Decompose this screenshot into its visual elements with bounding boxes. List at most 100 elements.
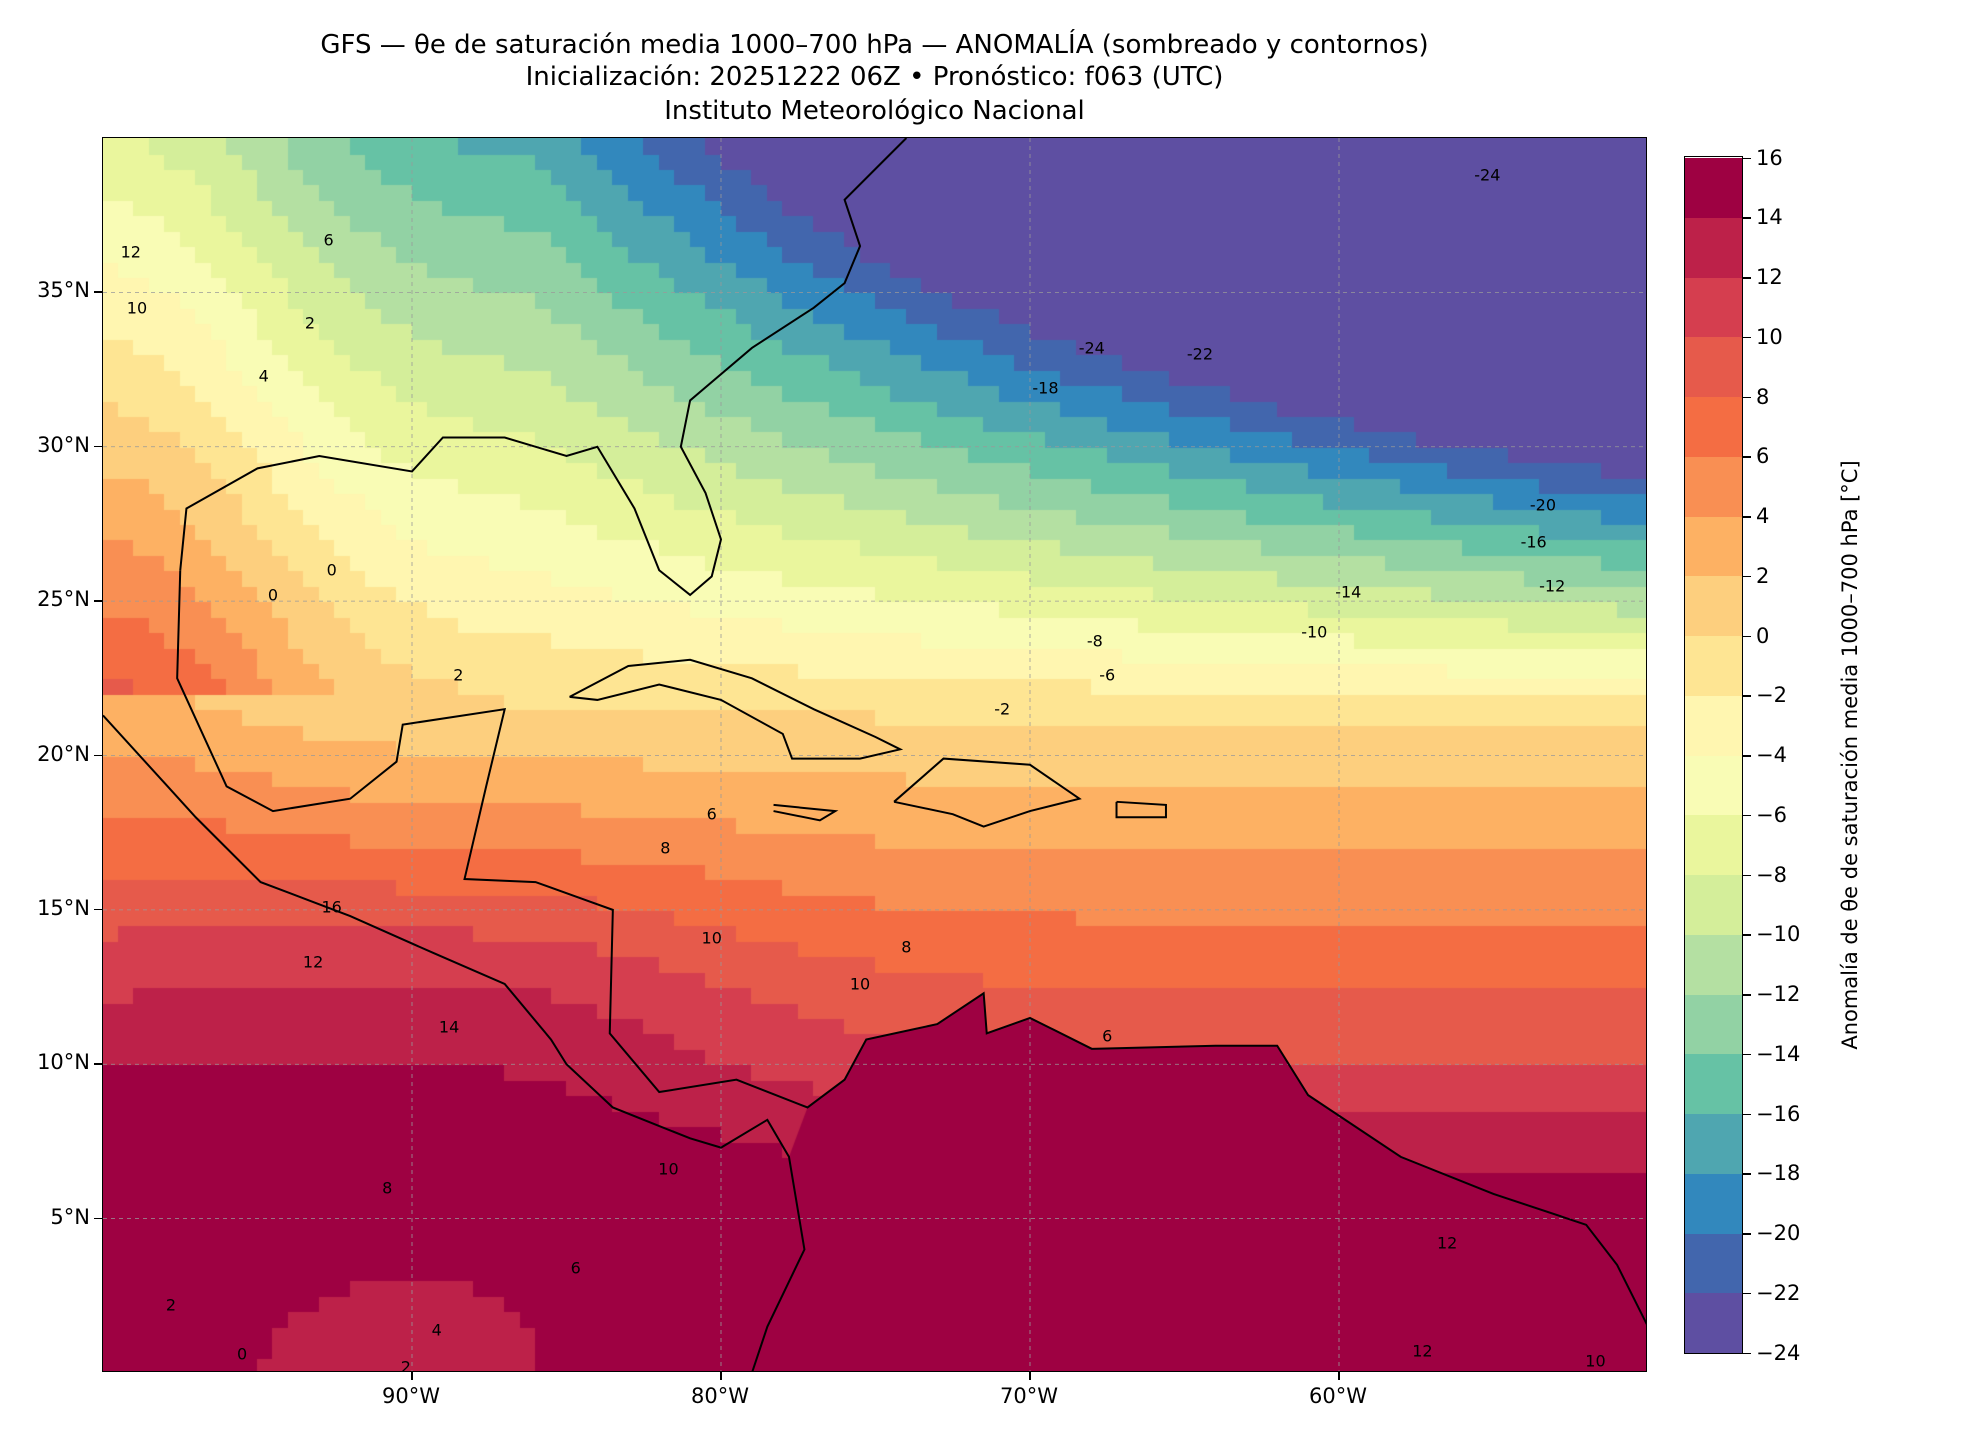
colorbar-segment <box>1685 1113 1742 1174</box>
colorbar-tick-label: −14 <box>1756 1041 1801 1066</box>
colorbar-tick-label: −8 <box>1756 862 1787 887</box>
colorbar-segment <box>1685 755 1742 816</box>
map-overlay <box>103 138 1646 1371</box>
colorbar-segment <box>1685 695 1742 756</box>
contour-label: 10 <box>849 974 871 994</box>
colorbar-tick <box>1743 1053 1751 1056</box>
colorbar-tick-label: −16 <box>1756 1101 1801 1126</box>
colorbar-tick-label: −20 <box>1756 1221 1801 1245</box>
lon-tick <box>1338 1372 1340 1380</box>
colorbar-tick-label: −4 <box>1756 743 1787 767</box>
colorbar-segment <box>1685 874 1742 935</box>
contour-label: 2 <box>400 1357 411 1372</box>
colorbar-tick <box>1743 934 1751 936</box>
lat-tick-label: 30°N <box>37 432 90 457</box>
contour-label: 8 <box>901 937 912 957</box>
colorbar-tick <box>1743 874 1751 876</box>
map-plot-area: -24 -22 -18 -24 -20 -16 -14 -12 -10 -8 -6 -2 0 0 2 6 8 10… <box>102 137 1647 1372</box>
contour-label: -12 <box>1539 576 1566 596</box>
colorbar-segment <box>1685 994 1742 1055</box>
lat-tick-label: 5°N <box>50 1204 90 1229</box>
lon-tick-label: 90°W <box>382 1384 440 1408</box>
colorbar-tick-label: −10 <box>1756 922 1801 947</box>
colorbar-tick-label: 4 <box>1756 504 1770 528</box>
chart-title: GFS — θe de saturación media 1000–700 hP… <box>320 30 1429 60</box>
coastline-cuba <box>569 658 904 760</box>
lat-tick-label: 15°N <box>37 895 90 920</box>
colorbar-tick <box>1743 814 1751 817</box>
colorbar-tick <box>1743 1173 1751 1175</box>
contour-label: 10 <box>701 928 722 948</box>
lat-tick-label: 35°N <box>37 278 90 303</box>
coastline-caribbean-coast <box>176 570 1646 1325</box>
colorbar-tick <box>1743 695 1751 697</box>
lon-tick-label: 80°W <box>691 1384 749 1408</box>
colorbar-tick <box>1743 456 1751 458</box>
contour-label: 6 <box>1102 1026 1113 1046</box>
colorbar-tick-label: 6 <box>1756 444 1770 469</box>
colorbar-segment <box>1685 336 1742 397</box>
contour-label: 10 <box>1585 1351 1606 1371</box>
contour-label: -24 <box>1474 165 1501 185</box>
contour-label: 12 <box>302 952 324 972</box>
lat-tick <box>94 1063 102 1065</box>
contour-label: 12 <box>1436 1233 1458 1253</box>
colorbar-tick-label: −2 <box>1756 683 1787 708</box>
colorbar-tick-label: 2 <box>1756 563 1770 588</box>
contour-label: -22 <box>1186 344 1214 364</box>
coastline-hispaniola <box>893 757 1082 828</box>
colorbar-tick-label: 16 <box>1756 145 1783 170</box>
chart-subtitle-init: Inicialización: 20251222 06Z • Pronóstic… <box>525 62 1224 92</box>
contour-label: 0 <box>267 585 279 605</box>
contour-label: -18 <box>1032 378 1059 398</box>
lat-tick <box>94 445 102 448</box>
colorbar-segment <box>1685 1173 1742 1234</box>
lat-tick <box>94 600 102 602</box>
colorbar-tick-label: −24 <box>1756 1340 1801 1365</box>
lat-tick-label: 25°N <box>37 587 90 612</box>
lat-tick-label: 20°N <box>37 741 90 766</box>
colorbar-tick-label: 0 <box>1756 623 1770 648</box>
colorbar-tick-label: 8 <box>1756 384 1770 409</box>
lat-tick-label: 10°N <box>37 1050 90 1075</box>
coastline-us-coast <box>179 138 908 597</box>
colorbar-tick-label: 10 <box>1756 324 1783 349</box>
colorbar-tick-label: 14 <box>1756 205 1783 230</box>
contour-label: 0 <box>326 560 337 580</box>
lat-tick <box>94 908 102 911</box>
colorbar-tick-label: −18 <box>1756 1161 1801 1186</box>
lon-tick <box>1029 1372 1031 1380</box>
colorbar-tick <box>1743 277 1751 279</box>
contour-label: 4 <box>431 1320 442 1340</box>
colorbar-tick <box>1743 336 1751 339</box>
contour-label: -6 <box>1099 665 1116 685</box>
colorbar-tick <box>1743 575 1751 578</box>
contour-label: 2 <box>453 665 464 685</box>
colorbar-tick <box>1743 157 1751 159</box>
colorbar-segment <box>1685 217 1742 278</box>
contour-label: 6 <box>570 1258 581 1278</box>
lon-tick-label: 70°W <box>1000 1384 1058 1408</box>
colorbar-segment <box>1685 814 1742 875</box>
lat-tick <box>94 291 102 293</box>
contour-label: 2 <box>165 1295 177 1315</box>
colorbar-segment <box>1685 635 1742 696</box>
contour-label: 4 <box>258 366 269 386</box>
colorbar-tick <box>1743 1233 1751 1235</box>
colorbar-tick <box>1743 396 1751 398</box>
colorbar-label: Anomalía de θe de saturación media 1000–… <box>1838 460 1862 1050</box>
lat-tick <box>94 1217 102 1220</box>
coastline-jamaica <box>773 803 839 822</box>
colorbar-segment <box>1685 157 1742 218</box>
colorbar-tick-label: −6 <box>1756 802 1787 827</box>
colorbar-tick <box>1743 755 1751 757</box>
contour-label: -10 <box>1301 622 1328 642</box>
coastline-puerto-rico <box>1115 800 1167 819</box>
colorbar-segment <box>1685 277 1742 338</box>
lat-tick <box>94 754 102 756</box>
contour-label: 10 <box>126 298 148 318</box>
colorbar-tick <box>1743 994 1751 996</box>
contour-label: 10 <box>658 1159 679 1179</box>
contour-label: 6 <box>323 230 334 250</box>
chart-subtitle-institute: Instituto Meteorológico Nacional <box>664 96 1085 126</box>
